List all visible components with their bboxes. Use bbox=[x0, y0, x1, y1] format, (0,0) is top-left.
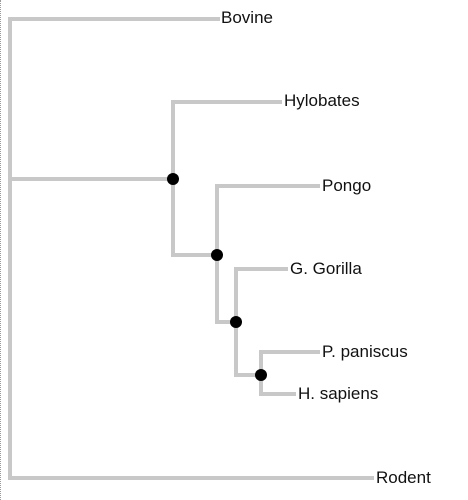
leaf-label-pongo: Pongo bbox=[322, 176, 372, 195]
leaf-label-rodent: Rodent bbox=[376, 468, 431, 487]
node-african-apes bbox=[230, 316, 242, 328]
node-primates bbox=[167, 173, 179, 185]
leaf-label-gorilla: G. Gorilla bbox=[290, 259, 362, 278]
leaf-label-paniscus: P. paniscus bbox=[322, 342, 408, 361]
leaf-label-sapiens: H. sapiens bbox=[298, 384, 379, 403]
node-pan-homo bbox=[255, 369, 267, 381]
node-great-apes bbox=[211, 249, 223, 261]
leaf-label-bovine: Bovine bbox=[221, 8, 273, 27]
left-frame-border bbox=[0, 0, 2, 500]
leaf-label-hylobates: Hylobates bbox=[284, 91, 360, 110]
